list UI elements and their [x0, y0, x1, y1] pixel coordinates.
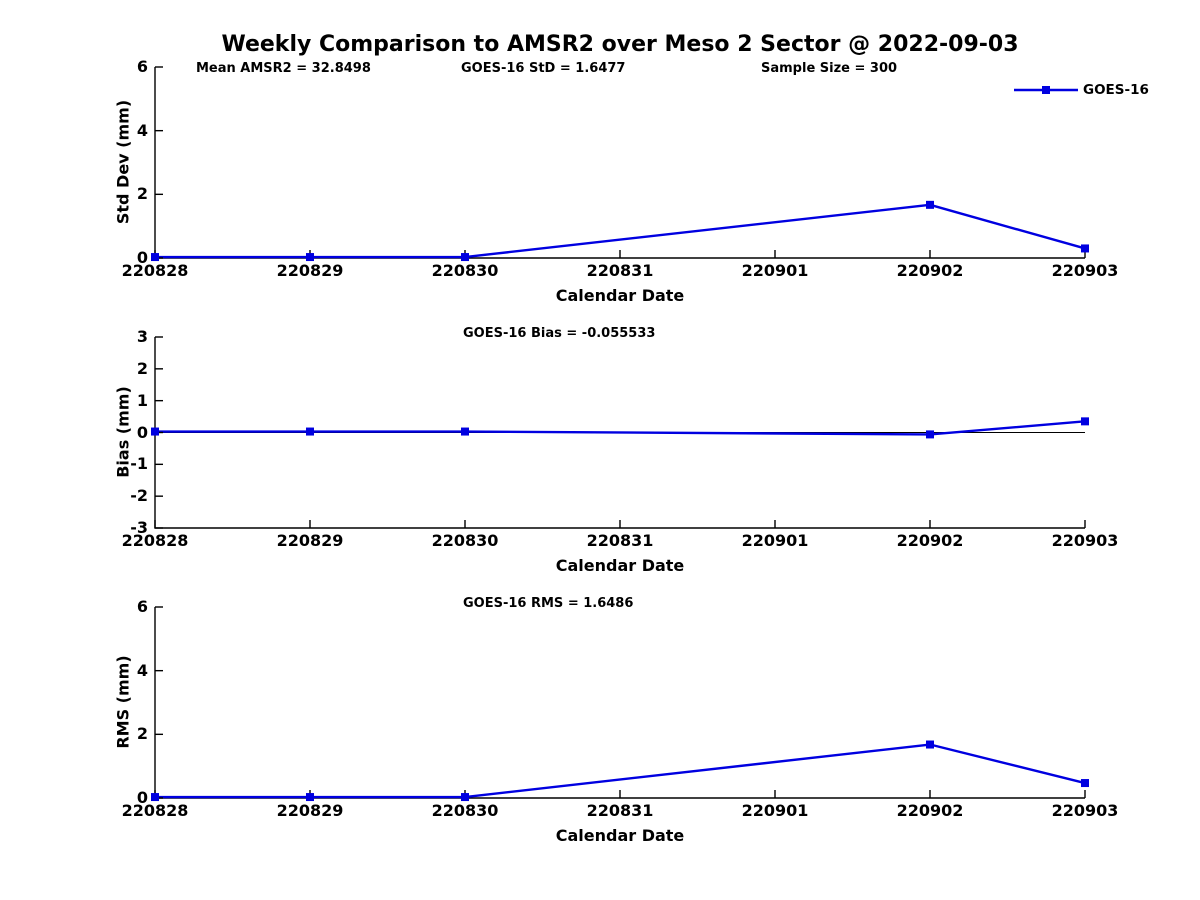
x-tick-label: 220828 — [121, 531, 189, 550]
series-marker — [151, 253, 159, 262]
series-marker — [1081, 244, 1089, 253]
y-tick-label: 4 — [136, 120, 148, 140]
series-marker — [306, 793, 314, 802]
x-tick-label: 220830 — [431, 801, 499, 820]
x-tick-label: 220903 — [1051, 801, 1119, 820]
x-tick-label: 220829 — [276, 801, 344, 820]
series-marker — [151, 793, 159, 802]
series-marker — [461, 253, 469, 262]
series-marker — [926, 740, 934, 749]
x-tick-label: 220901 — [741, 531, 809, 550]
y-tick-label: 6 — [136, 57, 148, 76]
x-tick-label: 220831 — [586, 261, 654, 280]
stat-sample-size: Sample Size = 300 — [761, 61, 898, 76]
y-tick-label: 0 — [136, 422, 148, 442]
x-tick-label: 220828 — [121, 801, 189, 820]
y-tick-label: 6 — [136, 597, 148, 616]
series-marker — [306, 253, 314, 262]
y-tick-label: 4 — [136, 660, 148, 680]
x-tick-label: 220902 — [896, 261, 964, 280]
y-tick-label: 2 — [136, 724, 148, 744]
bias-annotation: GOES-16 Bias = -0.055533 — [463, 326, 656, 341]
y-tick-label: -2 — [130, 486, 148, 506]
series-line — [153, 203, 1087, 259]
legend-label: GOES-16 — [1083, 82, 1149, 98]
series-marker — [926, 430, 934, 439]
xlabel-bias: Calendar Date — [555, 556, 685, 575]
xlabel-rms: Calendar Date — [555, 826, 685, 845]
x-tick-label: 220829 — [276, 261, 344, 280]
stat-goes16-std: GOES-16 StD = 1.6477 — [461, 61, 626, 76]
series-marker — [1081, 417, 1089, 426]
series-marker — [1081, 779, 1089, 788]
series-line — [153, 420, 1087, 436]
rms-annotation: GOES-16 RMS = 1.6486 — [463, 596, 634, 611]
x-tick-label: 220902 — [896, 531, 964, 550]
x-tick-label: 220902 — [896, 801, 964, 820]
legend-line-sample-icon — [1014, 86, 1078, 94]
series-marker — [926, 200, 934, 209]
x-tick-label: 220903 — [1051, 531, 1119, 550]
x-tick-label: 220901 — [741, 261, 809, 280]
x-tick-label: 220830 — [431, 531, 499, 550]
x-tick-label: 220828 — [121, 261, 189, 280]
y-tick-label: -3 — [130, 518, 148, 537]
x-tick-label: 220831 — [586, 531, 654, 550]
xlabel-stddev: Calendar Date — [555, 286, 685, 305]
series-marker — [461, 793, 469, 802]
y-tick-label: 0 — [136, 788, 148, 807]
axis-spines — [154, 607, 1085, 799]
x-tick-label: 220903 — [1051, 261, 1119, 280]
series-line — [153, 743, 1087, 799]
series-marker — [306, 427, 314, 436]
y-tick-label: 1 — [136, 390, 148, 410]
axis-spines — [154, 67, 1085, 259]
figure-title: Weekly Comparison to AMSR2 over Meso 2 S… — [221, 32, 1019, 57]
y-tick-label: 2 — [136, 358, 148, 378]
y-tick-label: -1 — [130, 454, 148, 474]
x-tick-label: 220829 — [276, 531, 344, 550]
x-tick-label: 220830 — [431, 261, 499, 280]
y-tick-label: 3 — [136, 327, 148, 346]
series-marker — [461, 427, 469, 436]
y-tick-label: 2 — [136, 184, 148, 204]
stat-mean-amsr2: Mean AMSR2 = 32.8498 — [196, 61, 371, 76]
x-tick-label: 220831 — [586, 801, 654, 820]
x-tick-label: 220901 — [741, 801, 809, 820]
y-tick-label: 0 — [136, 248, 148, 267]
series-marker — [151, 427, 159, 436]
